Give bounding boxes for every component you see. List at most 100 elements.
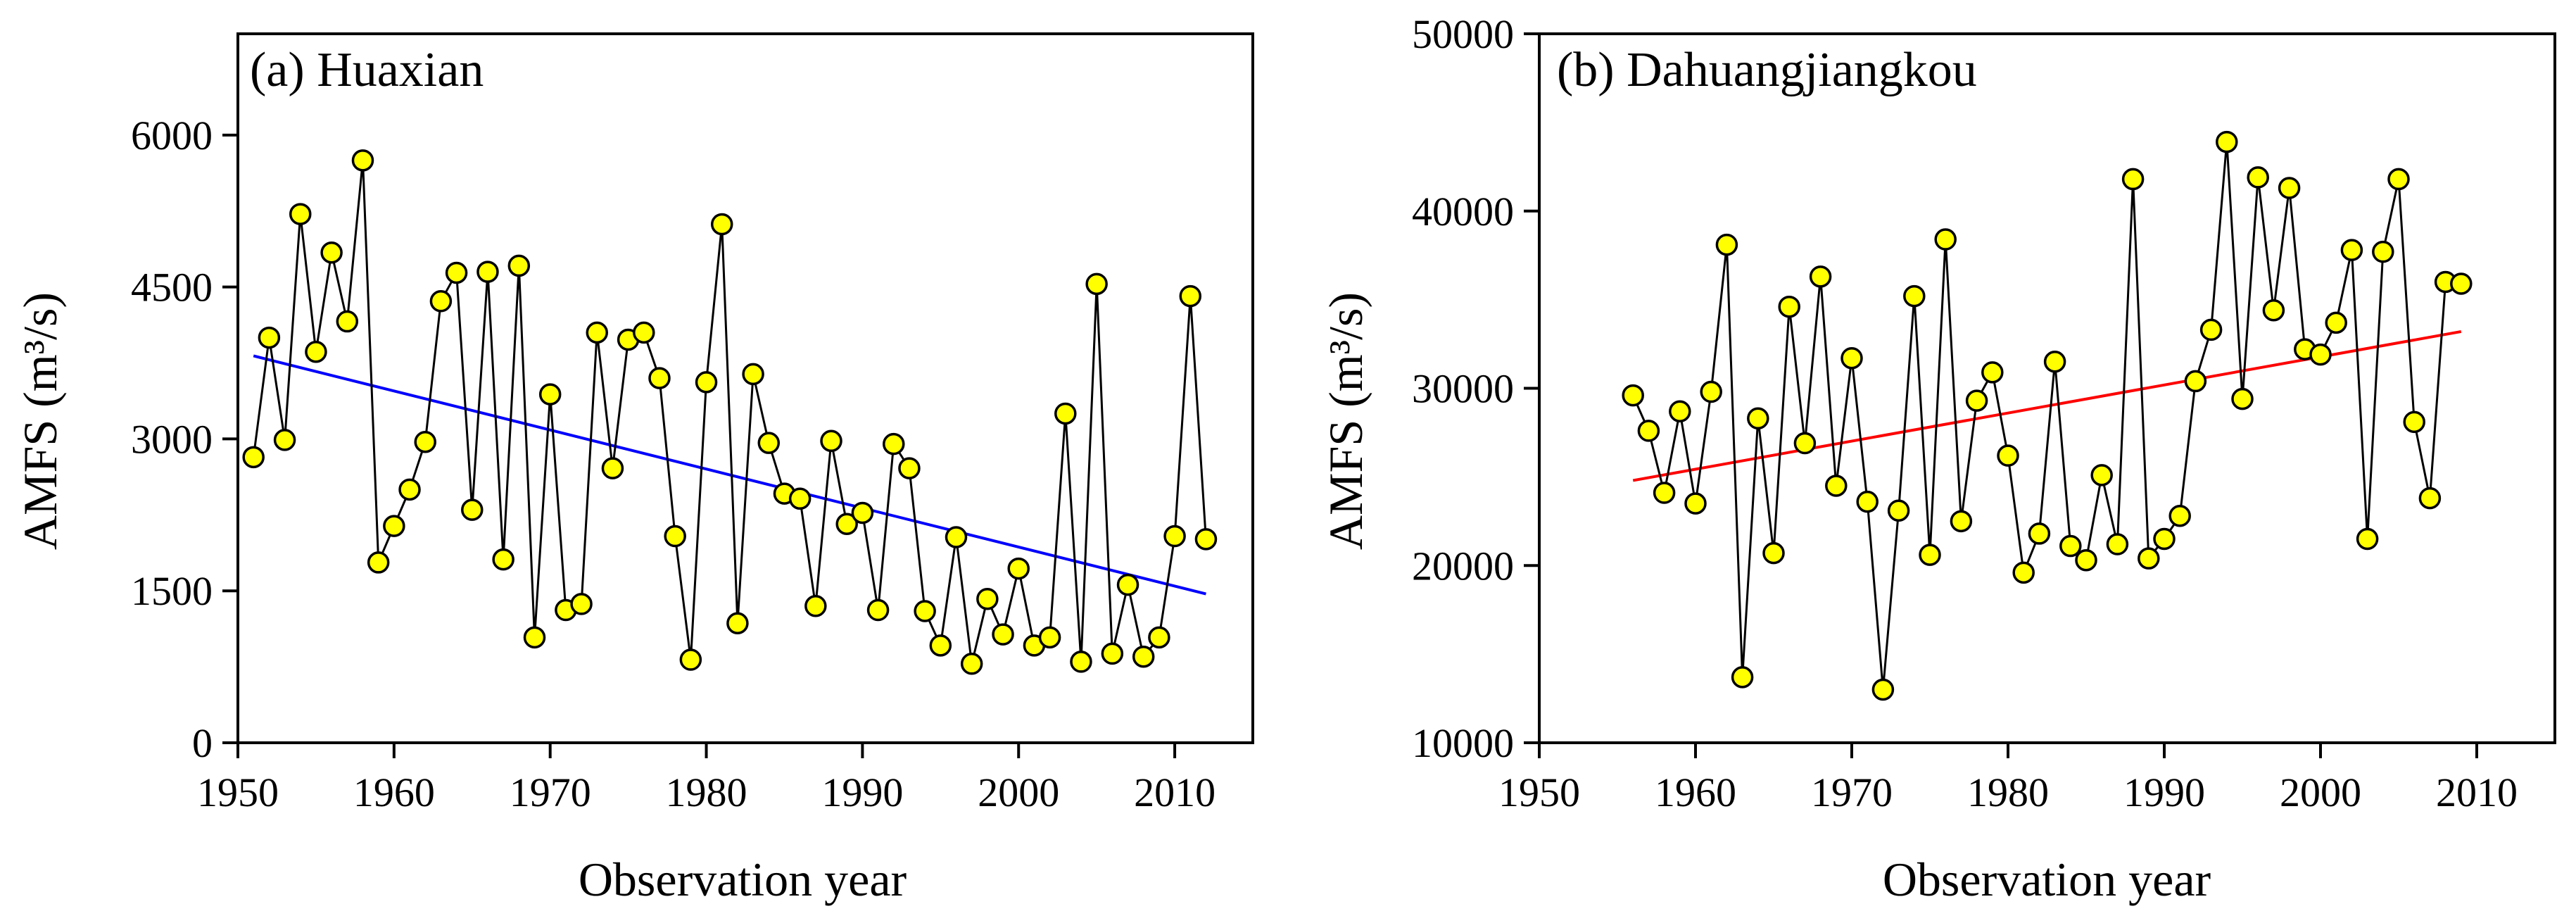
panel-a-data-point — [883, 432, 905, 456]
panel-b-data-point — [2325, 311, 2347, 334]
panel-b-data-point — [1997, 444, 2019, 467]
panel-b-data-point — [2418, 486, 2442, 510]
panel-b-data-point — [1919, 544, 1941, 566]
panel-a-data-point — [914, 600, 936, 622]
panel-a-data-point — [336, 310, 359, 333]
panel-a-data-point — [976, 587, 999, 610]
panel-b-data-point — [2356, 527, 2379, 551]
panel-a-data-point — [1194, 528, 1218, 551]
panel-b-data-point — [2278, 177, 2301, 199]
panel-b-data-point — [1809, 265, 1832, 288]
panel-a-data-point — [476, 260, 499, 283]
panel-b-data-point — [2059, 534, 2082, 558]
panel-b-data-point — [1903, 284, 1926, 308]
panel-a-data-point — [757, 432, 781, 454]
panel-a-data-point — [633, 321, 655, 344]
panel-a-x-axis-title: Observation year — [579, 853, 907, 906]
panel-a-data-point — [835, 513, 858, 536]
panel-b-data-point — [1841, 346, 1863, 370]
panel-a-data-point — [1163, 525, 1186, 548]
panel-a-data-point — [523, 626, 546, 649]
panel-a-x-tick-label: 1960 — [353, 770, 435, 815]
panel-b-dahuangjiangkou: (b) Dahuangjiangkou Observation year AMF… — [1319, 11, 2556, 906]
panel-a-data-point — [305, 340, 327, 363]
panel-a-data-point — [929, 634, 952, 657]
panel-a-data-point — [679, 648, 702, 671]
panel-b-y-tick-label: 10000 — [1412, 720, 1514, 766]
panel-a-data-point — [429, 290, 453, 313]
panel-b-y-tick-label: 50000 — [1412, 11, 1514, 57]
panel-a-data-point — [320, 241, 343, 264]
panel-b-y-tick-label: 40000 — [1412, 189, 1514, 234]
panel-b-data-point — [1700, 380, 1722, 403]
panel-a-data-point — [664, 525, 686, 548]
panel-a-title: (a) Huaxian — [250, 43, 484, 97]
panel-b-x-tick-label: 1970 — [1811, 770, 1893, 815]
panel-b-data-point — [2216, 130, 2238, 153]
panel-b-data-point — [2387, 168, 2410, 191]
panel-b-title: (b) Dahuangjiangkou — [1557, 43, 1977, 97]
panel-b-data-point — [2168, 505, 2191, 527]
panel-a-data-point — [898, 457, 921, 479]
panel-a-x-tick-label: 1980 — [666, 770, 747, 815]
panel-a-x-tick-label: 1990 — [821, 770, 903, 815]
panel-b-x-tick-label: 2000 — [2280, 770, 2361, 815]
panel-a-data-point — [960, 653, 983, 675]
panel-a-data-point — [461, 498, 484, 521]
panel-a-data-point — [1085, 272, 1108, 296]
panel-a-y-tick-label: 3000 — [131, 416, 213, 462]
panel-b-data-point — [1950, 510, 1973, 533]
panel-a-trend-line — [253, 354, 1206, 596]
panel-a-y-tick-label: 0 — [192, 720, 213, 766]
panel-b-data-point — [2138, 547, 2160, 570]
panel-a-data-point — [742, 363, 764, 386]
panel-b-y-tick-label: 30000 — [1412, 366, 1514, 412]
panel-a-data-point — [1132, 645, 1155, 668]
panel-a-data-point — [1148, 626, 1170, 649]
panel-a-data-point — [398, 478, 421, 501]
panel-a-x-tick-label: 1950 — [197, 770, 279, 815]
panel-b-x-axis-title: Observation year — [1883, 853, 2211, 906]
panel-a-y-axis-title: AMFS (m³/s) — [13, 292, 67, 550]
panel-b-data-point — [1981, 361, 2004, 384]
panel-b-data-point — [2090, 464, 2113, 486]
panel-a-data-point — [1038, 626, 1061, 649]
panel-a-data-point — [586, 321, 608, 344]
panel-a-data-point — [695, 371, 718, 394]
panel-b-data-point — [2075, 548, 2097, 572]
panel-a-data-point — [570, 593, 593, 615]
panel-a-data-point — [445, 261, 468, 284]
panel-b-data-point — [2199, 318, 2223, 341]
panel-a-data-point — [866, 598, 890, 622]
panel-b-data-point — [1715, 233, 1738, 256]
panel-b-data-point — [1934, 228, 1957, 251]
panel-a-data-point — [383, 515, 405, 537]
panel-a-data-point — [945, 526, 968, 548]
panel-a-data-point — [710, 213, 733, 236]
panel-b-data-point — [2262, 299, 2285, 322]
panel-b-data-point — [1653, 482, 1676, 504]
panel-a-data-point — [992, 623, 1014, 646]
panel-b-data-point — [1825, 475, 1848, 497]
panel-b-data-point — [2153, 527, 2176, 551]
panel-b-data-point — [2309, 343, 2332, 366]
panel-b-data-point — [1856, 490, 1879, 513]
panel-b-data-point — [1669, 400, 1691, 422]
panel-a-data-point — [1116, 573, 1139, 596]
panel-a-x-tick-label: 2000 — [978, 770, 1059, 815]
panel-b-data-point — [2012, 561, 2035, 584]
panel-a-data-point — [1007, 557, 1030, 580]
panel-a-data-point — [851, 501, 874, 525]
panel-a-data-point — [820, 429, 842, 453]
panel-b-data-point — [2121, 168, 2145, 191]
panel-b-data-point — [1965, 389, 1988, 412]
panel-a-data-point — [601, 457, 624, 479]
panel-b-data-point — [1622, 384, 1644, 407]
panel-b-data-point — [2247, 166, 2269, 189]
panel-a-y-tick-label: 1500 — [131, 568, 213, 614]
panel-a-huaxian: (a) Huaxian Observation year AMFS (m³/s)… — [13, 32, 1254, 906]
panel-b-data-point — [2340, 239, 2363, 261]
panel-a-y-tick-label: 4500 — [131, 265, 213, 310]
panel-a-plot-frame — [236, 32, 1254, 744]
